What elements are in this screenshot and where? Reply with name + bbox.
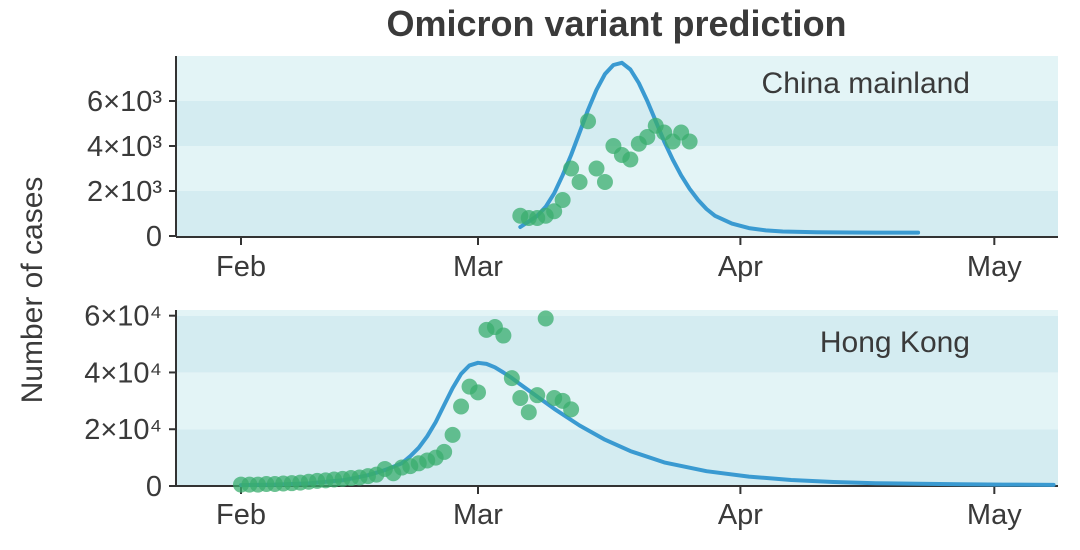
x-tick-label: Apr: [718, 499, 763, 531]
chart-title: Omicron variant prediction: [386, 3, 847, 44]
region-label: China mainland: [762, 67, 970, 100]
observed-case-point: [563, 401, 580, 418]
observed-case-point: [588, 160, 605, 177]
observed-case-point: [580, 113, 597, 130]
y-tick-label: 4×10³: [87, 131, 162, 163]
observed-case-point: [537, 310, 554, 327]
observed-case-point: [495, 327, 512, 344]
observed-case-point: [520, 404, 537, 421]
observed-case-point: [563, 160, 580, 177]
x-tick-label: Feb: [216, 251, 266, 283]
observed-case-point: [453, 398, 470, 415]
observed-case-point: [470, 384, 486, 401]
observed-case-point: [529, 387, 546, 404]
observed-case-point: [546, 203, 563, 220]
y-tick-label: 2×10³: [87, 176, 162, 208]
observed-case-point: [622, 151, 639, 168]
plot-band: [176, 310, 1058, 316]
x-tick-label: May: [967, 499, 1022, 531]
x-tick-label: Mar: [453, 251, 503, 283]
y-tick-label: 0: [146, 471, 162, 503]
region-label: Hong Kong: [820, 326, 970, 359]
observed-case-point: [681, 133, 698, 150]
plot-band: [176, 372, 1058, 430]
x-tick-label: Mar: [453, 499, 503, 531]
x-tick-label: Feb: [216, 499, 266, 531]
observed-case-point: [639, 129, 656, 145]
y-tick-label: 2×10⁴: [84, 414, 162, 446]
y-tick-label: 4×10⁴: [84, 357, 162, 389]
x-tick-label: Apr: [718, 251, 763, 283]
observed-case-point: [554, 192, 571, 208]
observed-case-point: [512, 390, 529, 406]
observed-case-point: [503, 370, 520, 387]
x-tick-label: May: [967, 251, 1022, 283]
plot-band: [176, 101, 1058, 146]
observed-case-point: [436, 443, 453, 460]
plot-band: [176, 191, 1058, 236]
y-tick-label: 6×10⁴: [84, 301, 162, 333]
plot-band: [176, 315, 1058, 373]
observed-case-point: [571, 174, 588, 190]
y-tick-label: 6×10³: [87, 86, 162, 118]
observed-case-point: [596, 174, 613, 190]
observed-case-point: [444, 426, 461, 443]
y-tick-label: 0: [146, 221, 162, 253]
